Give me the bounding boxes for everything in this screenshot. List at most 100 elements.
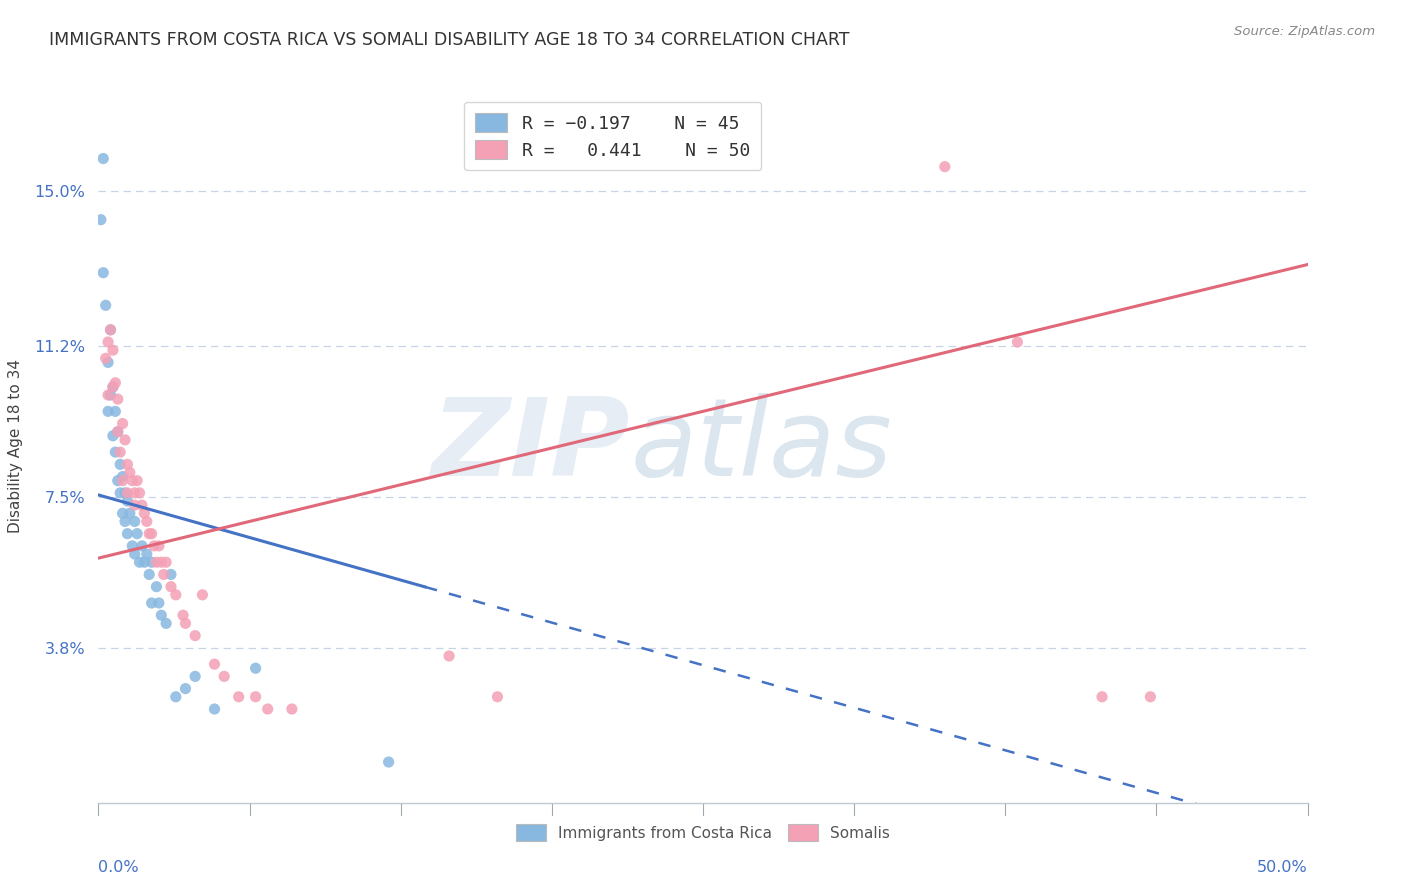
Point bbox=[184, 629, 207, 643]
Point bbox=[281, 702, 304, 716]
Text: Source: ZipAtlas.com: Source: ZipAtlas.com bbox=[1234, 25, 1375, 38]
Legend: Immigrants from Costa Rica, Somalis: Immigrants from Costa Rica, Somalis bbox=[508, 817, 898, 848]
Point bbox=[138, 567, 160, 582]
Point bbox=[117, 486, 139, 500]
Point bbox=[124, 515, 146, 529]
Point bbox=[104, 376, 127, 390]
Point bbox=[131, 498, 153, 512]
Point bbox=[128, 486, 150, 500]
Point bbox=[141, 596, 163, 610]
Point bbox=[135, 515, 157, 529]
Point bbox=[174, 681, 197, 696]
Point bbox=[107, 425, 129, 439]
Point bbox=[204, 657, 226, 672]
Point bbox=[108, 445, 131, 459]
Point bbox=[101, 380, 124, 394]
Point bbox=[1139, 690, 1161, 704]
Point bbox=[184, 669, 207, 683]
Point bbox=[111, 417, 134, 431]
Point bbox=[138, 526, 160, 541]
Point bbox=[104, 445, 127, 459]
Point bbox=[107, 474, 129, 488]
Point bbox=[174, 616, 197, 631]
Point bbox=[127, 474, 149, 488]
Point bbox=[107, 425, 129, 439]
Point bbox=[160, 567, 183, 582]
Text: 50.0%: 50.0% bbox=[1257, 860, 1308, 875]
Point bbox=[1091, 690, 1114, 704]
Point bbox=[117, 494, 139, 508]
Point bbox=[101, 380, 124, 394]
Point bbox=[486, 690, 509, 704]
Point bbox=[245, 690, 267, 704]
Point bbox=[150, 608, 173, 623]
Point bbox=[111, 469, 134, 483]
Point bbox=[160, 580, 183, 594]
Point bbox=[97, 334, 120, 349]
Point bbox=[148, 596, 170, 610]
Point bbox=[150, 555, 173, 569]
Point bbox=[134, 506, 156, 520]
Text: IMMIGRANTS FROM COSTA RICA VS SOMALI DISABILITY AGE 18 TO 34 CORRELATION CHART: IMMIGRANTS FROM COSTA RICA VS SOMALI DIS… bbox=[49, 31, 849, 49]
Point bbox=[101, 343, 124, 358]
Point bbox=[111, 474, 134, 488]
Point bbox=[91, 152, 114, 166]
Point bbox=[121, 474, 143, 488]
Point bbox=[94, 351, 117, 366]
Point bbox=[100, 323, 122, 337]
Point bbox=[108, 486, 131, 500]
Point bbox=[124, 486, 146, 500]
Point bbox=[145, 580, 167, 594]
Point bbox=[204, 702, 226, 716]
Point bbox=[111, 506, 134, 520]
Point bbox=[118, 466, 141, 480]
Point bbox=[100, 323, 122, 337]
Point bbox=[108, 458, 131, 472]
Point bbox=[97, 355, 120, 369]
Point bbox=[152, 567, 174, 582]
Point bbox=[127, 526, 149, 541]
Point bbox=[121, 539, 143, 553]
Point bbox=[104, 404, 127, 418]
Point bbox=[245, 661, 267, 675]
Point bbox=[124, 498, 146, 512]
Text: ZIP: ZIP bbox=[432, 393, 630, 499]
Point bbox=[135, 547, 157, 561]
Point bbox=[117, 458, 139, 472]
Point bbox=[437, 648, 460, 663]
Point bbox=[128, 555, 150, 569]
Point bbox=[155, 555, 177, 569]
Point bbox=[124, 547, 146, 561]
Point bbox=[97, 388, 120, 402]
Point bbox=[145, 555, 167, 569]
Point bbox=[94, 298, 117, 312]
Point bbox=[155, 616, 177, 631]
Point bbox=[377, 755, 399, 769]
Point bbox=[91, 266, 114, 280]
Point bbox=[114, 433, 136, 447]
Point bbox=[134, 555, 156, 569]
Point bbox=[934, 160, 956, 174]
Point bbox=[191, 588, 214, 602]
Point bbox=[114, 515, 136, 529]
Point bbox=[256, 702, 278, 716]
Text: atlas: atlas bbox=[630, 393, 893, 499]
Point bbox=[165, 690, 187, 704]
Point bbox=[172, 608, 194, 623]
Point bbox=[118, 506, 141, 520]
Point bbox=[101, 429, 124, 443]
Point bbox=[1007, 334, 1029, 349]
Point bbox=[212, 669, 235, 683]
Point bbox=[228, 690, 250, 704]
Point bbox=[165, 588, 187, 602]
Text: 0.0%: 0.0% bbox=[98, 860, 139, 875]
Point bbox=[131, 539, 153, 553]
Point bbox=[143, 539, 166, 553]
Point bbox=[90, 212, 112, 227]
Point bbox=[148, 539, 170, 553]
Point bbox=[114, 486, 136, 500]
Point bbox=[100, 388, 122, 402]
Point bbox=[141, 555, 163, 569]
Y-axis label: Disability Age 18 to 34: Disability Age 18 to 34 bbox=[8, 359, 22, 533]
Point bbox=[117, 526, 139, 541]
